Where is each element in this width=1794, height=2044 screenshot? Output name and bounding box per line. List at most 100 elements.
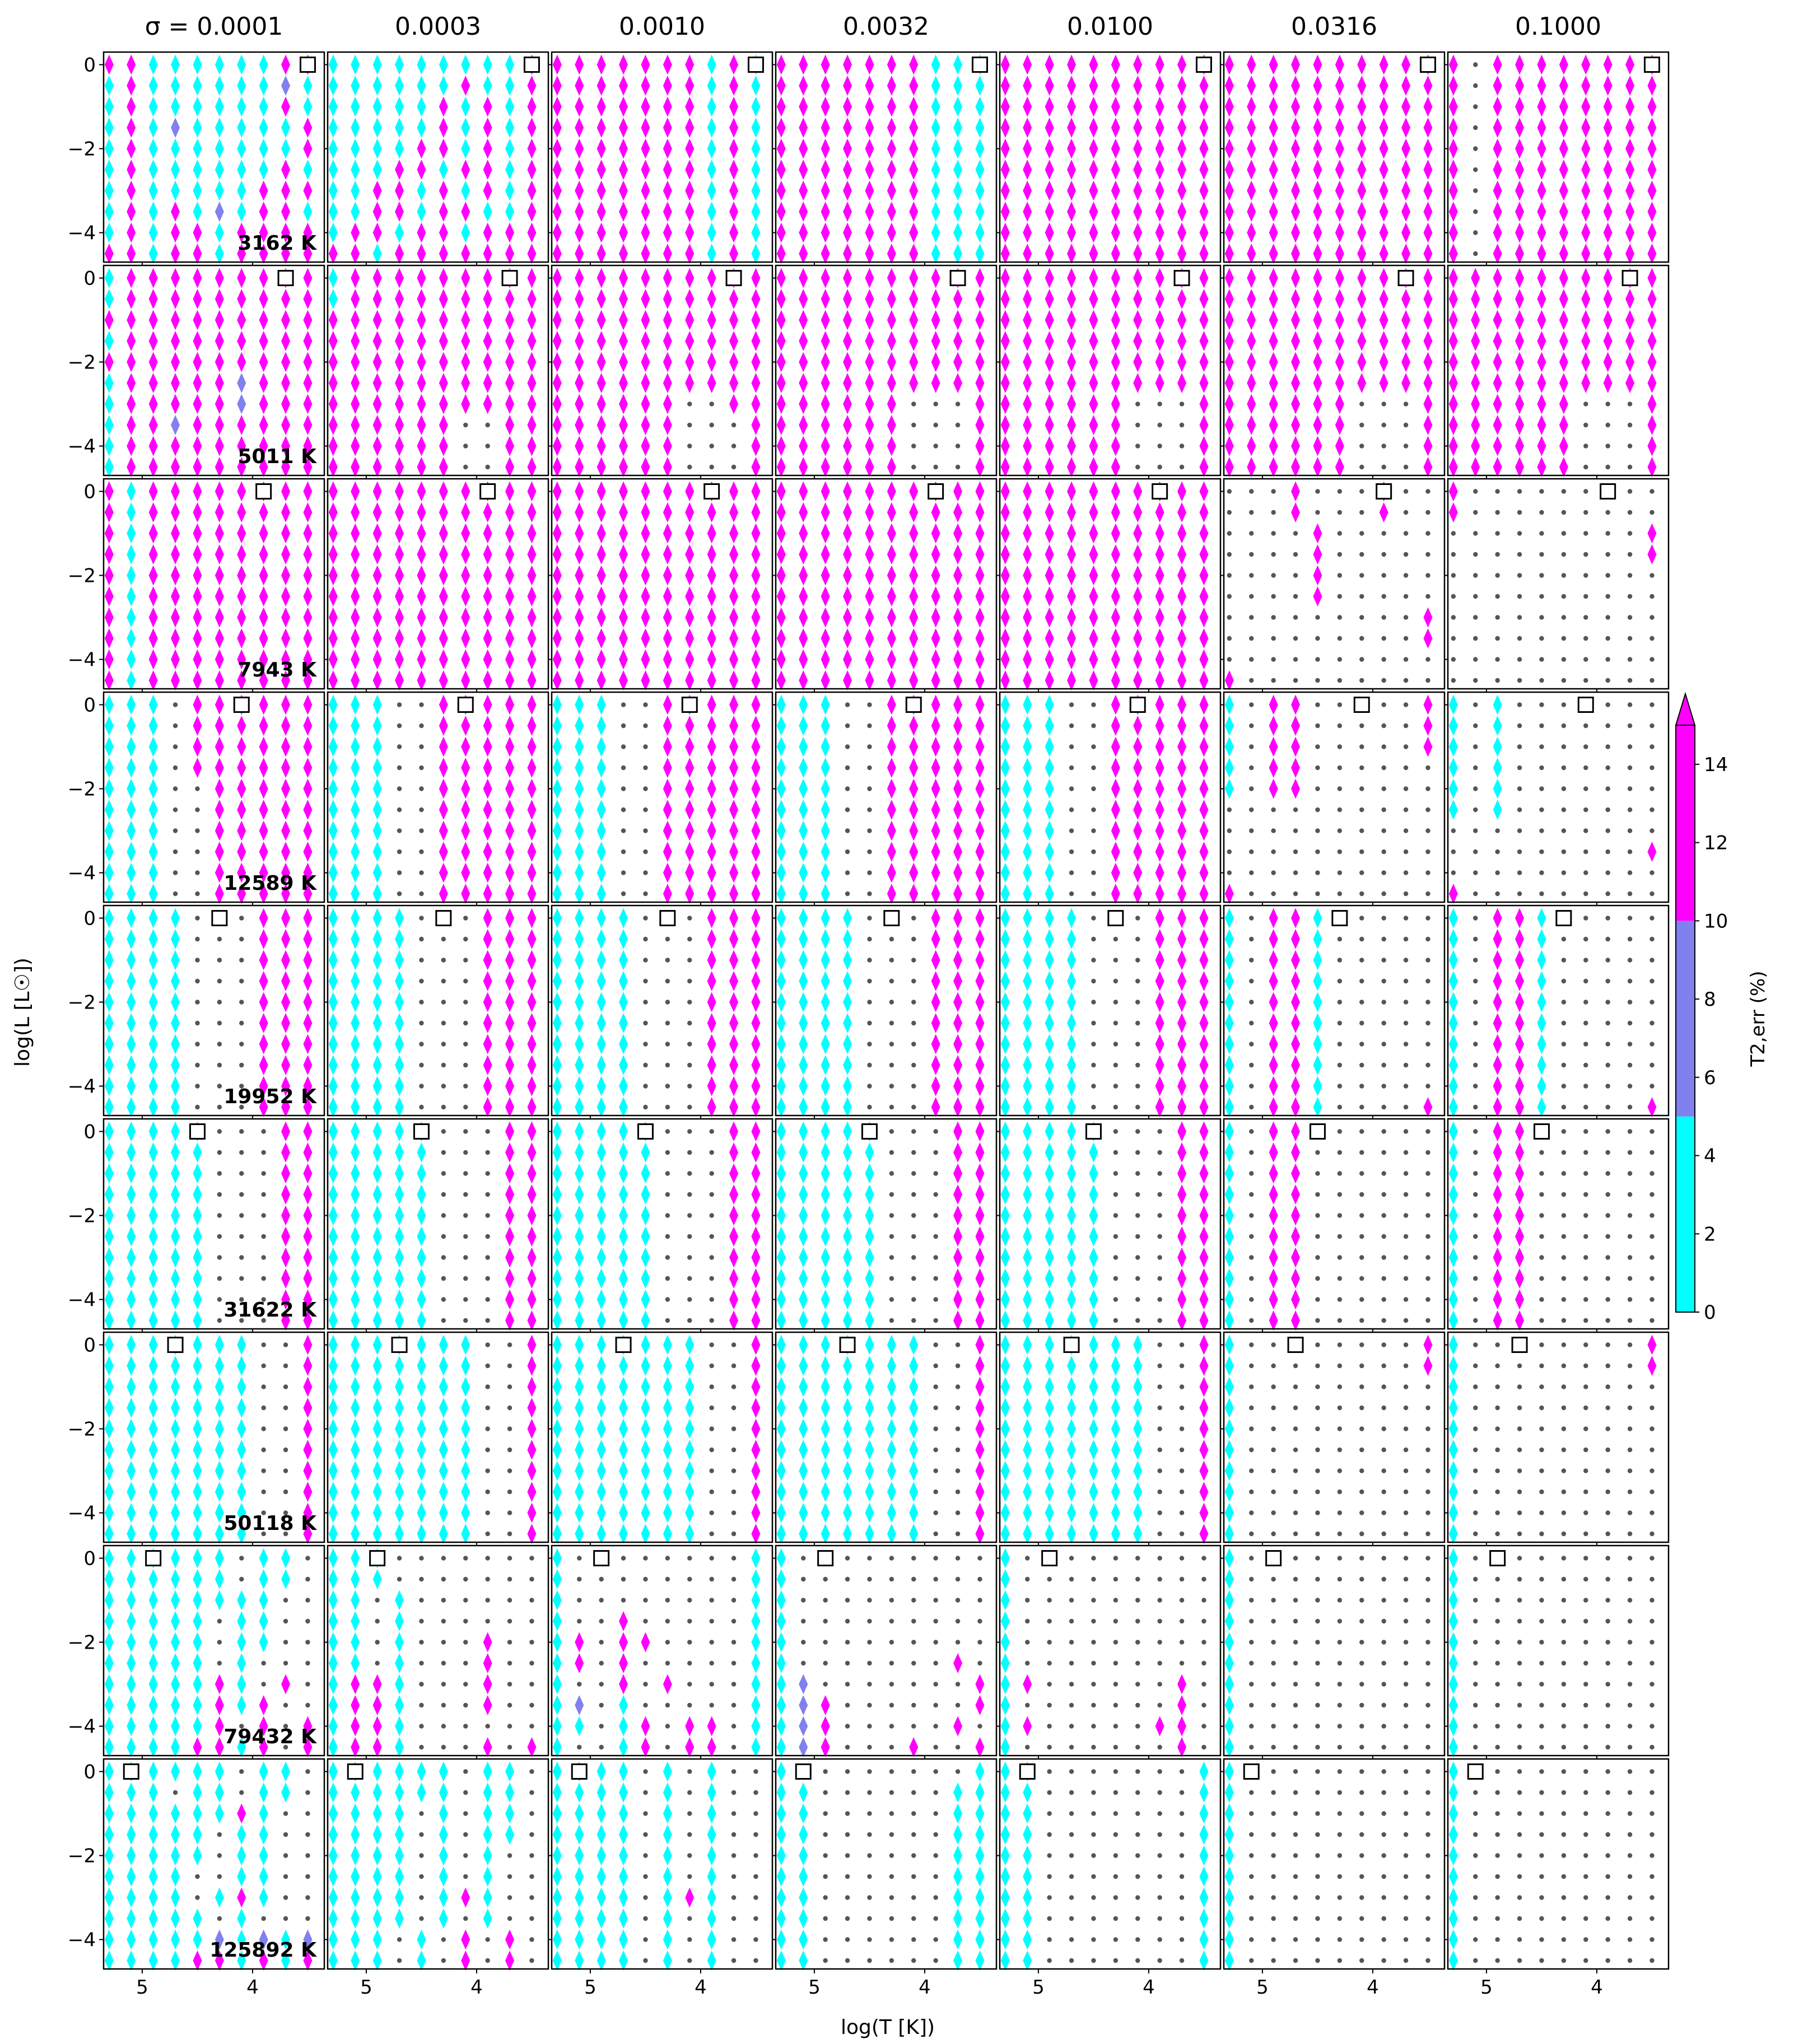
error-diamond [237, 628, 246, 648]
error-diamond [1089, 244, 1098, 264]
error-diamond [1313, 202, 1322, 222]
error-diamond [619, 160, 628, 180]
error-diamond [909, 607, 919, 628]
error-diamond [1089, 96, 1098, 117]
error-diamond [776, 244, 786, 264]
no-fit-dot [1403, 1192, 1409, 1197]
error-diamond [641, 54, 650, 75]
no-fit-dot [239, 1234, 244, 1239]
error-diamond [1269, 76, 1278, 96]
y-tick-label: −4 [68, 1289, 96, 1312]
error-diamond [483, 222, 492, 243]
error-diamond [1133, 373, 1143, 393]
error-diamond [1537, 394, 1546, 414]
no-fit-dot [1359, 444, 1364, 449]
error-diamond [1537, 244, 1546, 264]
error-diamond [575, 649, 584, 670]
no-fit-dot [1539, 636, 1544, 641]
no-fit-dot [1403, 1171, 1409, 1176]
error-diamond [1199, 331, 1209, 351]
no-fit-dot [239, 1020, 244, 1026]
error-diamond [1133, 289, 1143, 309]
no-fit-dot [217, 1276, 222, 1281]
error-diamond [104, 502, 114, 522]
no-fit-dot [1381, 786, 1386, 791]
no-fit-dot [1425, 1234, 1430, 1239]
no-fit-dot [1135, 1297, 1140, 1302]
no-fit-dot [1605, 594, 1610, 599]
no-fit-dot [1359, 594, 1364, 599]
error-diamond [281, 310, 291, 330]
no-fit-dot [173, 723, 178, 729]
no-fit-dot [441, 1084, 446, 1089]
error-diamond [483, 670, 492, 690]
no-fit-dot [731, 464, 737, 470]
error-diamond [1448, 76, 1458, 96]
error-diamond [1111, 202, 1120, 222]
error-diamond [527, 481, 537, 502]
no-fit-dot [1315, 786, 1320, 791]
error-diamond [281, 202, 291, 222]
error-diamond [865, 180, 874, 201]
no-fit-dot [1649, 1318, 1655, 1323]
no-fit-dot [1315, 702, 1320, 707]
no-fit-dot [261, 1342, 266, 1347]
no-fit-dot [1627, 958, 1633, 963]
error-diamond [1313, 96, 1322, 117]
no-fit-dot [1539, 891, 1544, 897]
no-fit-dot [441, 958, 446, 963]
no-fit-dot [1473, 62, 1478, 67]
error-diamond [259, 394, 268, 414]
error-diamond [1313, 76, 1322, 96]
no-fit-dot [217, 1000, 222, 1005]
no-fit-dot [687, 464, 692, 470]
error-diamond [1625, 352, 1635, 372]
error-diamond [1493, 289, 1502, 309]
error-diamond [1493, 415, 1502, 435]
error-diamond [1224, 76, 1234, 96]
error-diamond [215, 457, 224, 477]
error-diamond [552, 415, 562, 435]
error-diamond [104, 415, 114, 435]
no-fit-dot [1539, 765, 1544, 771]
error-diamond [1515, 76, 1525, 96]
error-diamond [1603, 310, 1613, 330]
no-fit-dot [1091, 828, 1096, 833]
no-fit-dot [283, 1468, 288, 1473]
no-fit-dot [1473, 786, 1478, 791]
error-diamond [1647, 436, 1657, 456]
error-diamond [909, 649, 919, 670]
error-diamond [865, 138, 874, 159]
error-diamond [237, 118, 246, 138]
no-fit-dot [1403, 1042, 1409, 1047]
error-diamond [351, 502, 360, 522]
no-fit-dot [1649, 1276, 1655, 1281]
no-fit-dot [1649, 891, 1655, 897]
error-diamond [527, 670, 537, 690]
error-diamond [685, 523, 695, 544]
error-diamond [663, 565, 672, 586]
no-fit-dot [1425, 1318, 1430, 1323]
error-diamond [1224, 415, 1234, 435]
error-diamond [1067, 502, 1077, 522]
error-diamond [237, 268, 246, 288]
error-diamond [1379, 202, 1388, 222]
error-diamond [148, 628, 158, 648]
no-fit-dot [1403, 1129, 1409, 1134]
no-fit-dot [1113, 1234, 1119, 1239]
no-fit-dot [643, 891, 648, 897]
error-diamond [148, 289, 158, 309]
error-diamond [281, 76, 291, 96]
no-fit-dot [1069, 786, 1074, 791]
error-diamond [1581, 54, 1591, 75]
error-diamond [1291, 331, 1301, 351]
error-diamond [1000, 457, 1010, 477]
no-fit-dot [1425, 1020, 1430, 1026]
error-diamond [1537, 96, 1546, 117]
error-diamond [215, 138, 224, 159]
no-fit-dot [1157, 1171, 1162, 1176]
no-fit-dot [195, 786, 200, 791]
error-diamond [843, 352, 852, 372]
no-fit-dot [1425, 1150, 1430, 1155]
error-diamond [865, 244, 874, 264]
